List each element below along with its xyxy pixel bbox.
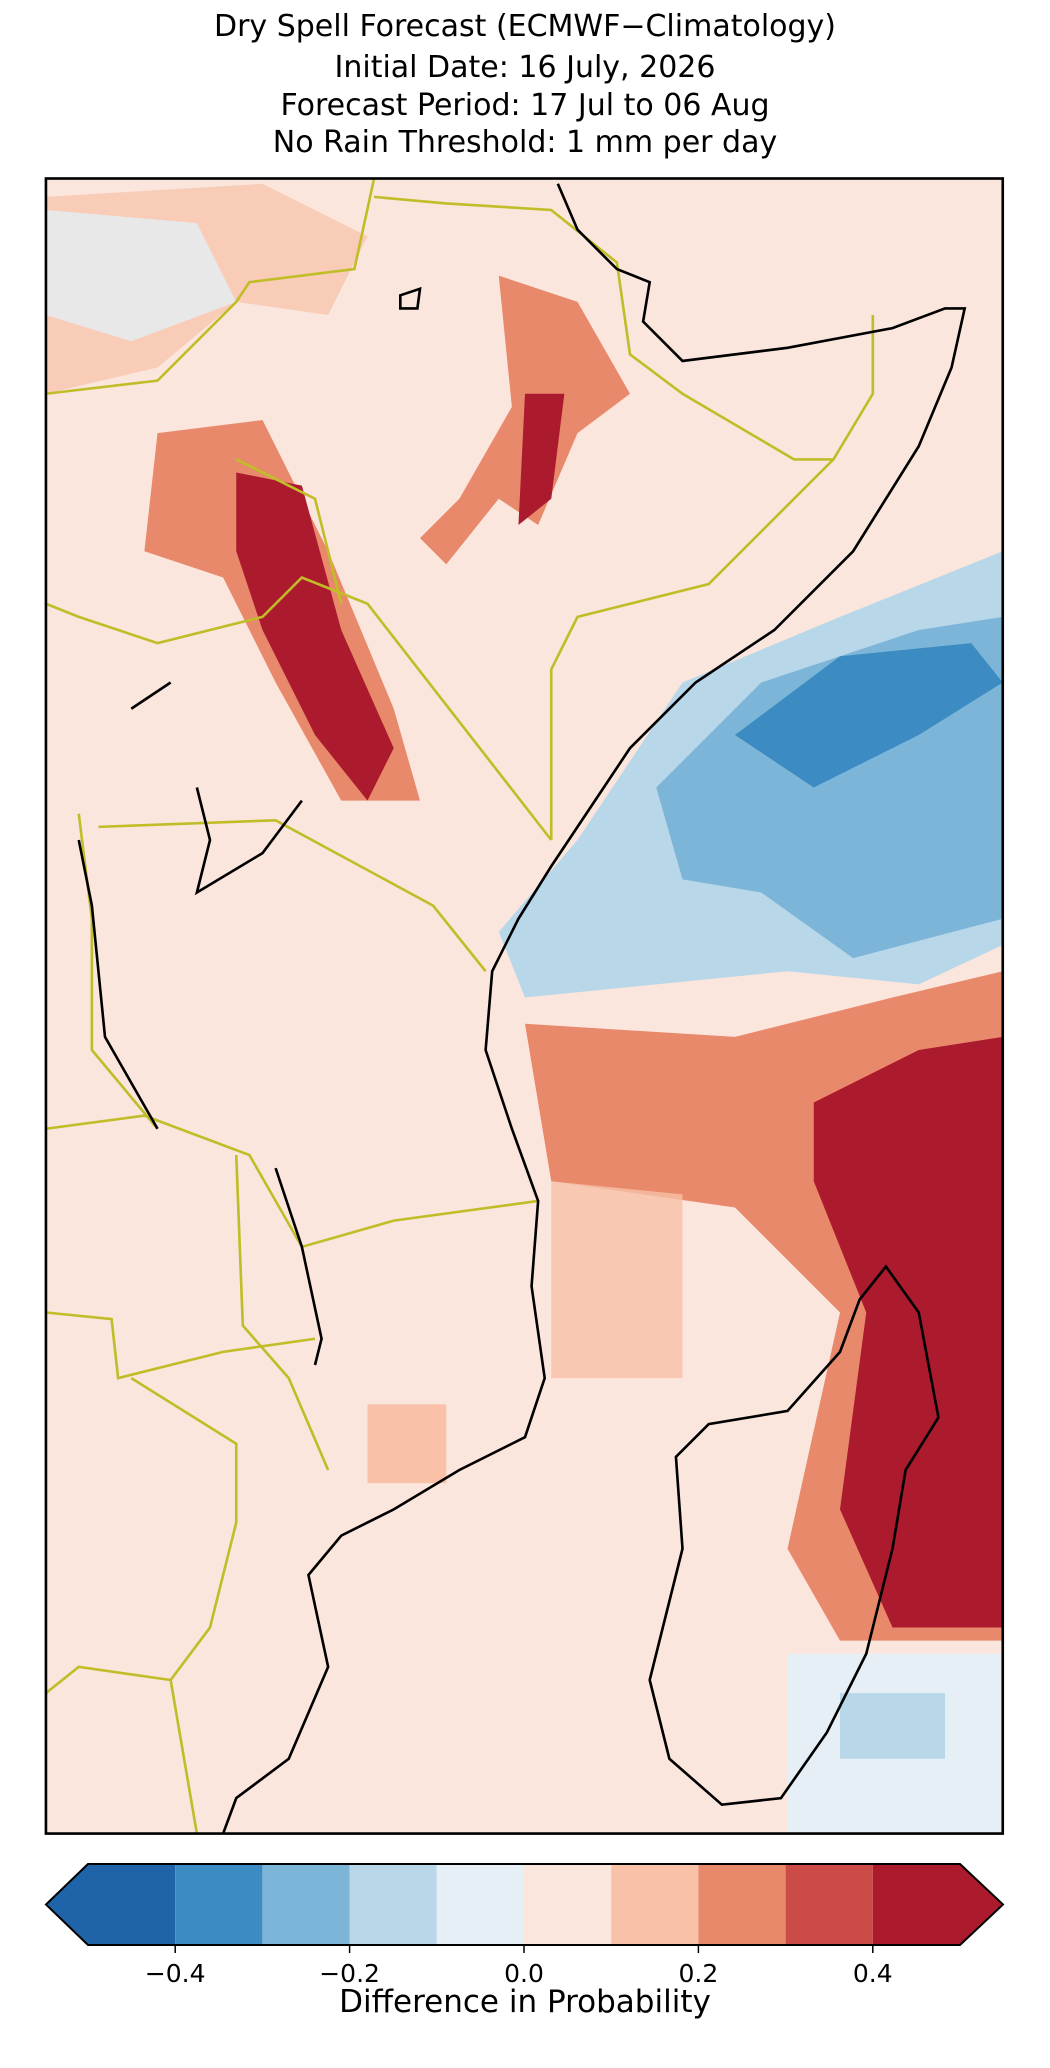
field-patch — [236, 472, 394, 801]
colorbar-extend — [960, 1864, 1003, 1945]
colorbar-segment — [785, 1864, 873, 1945]
colorbar-segment — [524, 1864, 612, 1945]
colorbar-tick-label: 0.2 — [679, 1959, 719, 1988]
map — [44, 177, 1005, 1835]
colorbar-tick-label: 0.4 — [853, 1959, 893, 1988]
field-patch — [518, 393, 565, 525]
colorbar-segment — [611, 1864, 699, 1945]
colorbar-segment — [872, 1864, 960, 1945]
title-line: Dry Spell Forecast (ECMWF−Climatology) — [214, 9, 836, 44]
field-patch — [367, 1404, 447, 1484]
colorbar-segment — [88, 1864, 176, 1945]
map-frame — [44, 177, 1005, 1835]
field-patch — [840, 1693, 945, 1759]
field-patch — [735, 643, 1003, 788]
colorbar-segment — [262, 1864, 350, 1945]
title-line: No Rain Threshold: 1 mm per day — [273, 125, 777, 160]
field-patch — [45, 210, 237, 342]
colorbar-extend — [46, 1864, 88, 1945]
field-patch — [551, 1181, 683, 1379]
colorbar-tick-label: −0.4 — [145, 1959, 206, 1988]
colorbar-label: Difference in Probability — [339, 1984, 711, 2020]
country-border — [45, 178, 875, 1834]
colorbar-tick-label: −0.2 — [319, 1959, 380, 1988]
colorbar-segment — [349, 1864, 437, 1945]
colorbar-segment — [436, 1864, 524, 1945]
title-line: Forecast Period: 17 Jul to 06 Aug — [280, 88, 769, 123]
title-line: Initial Date: 16 July, 2026 — [335, 50, 716, 85]
colorbar-tick-label: 0.0 — [504, 1959, 544, 1988]
colorbar-segment — [698, 1864, 786, 1945]
field-patch — [813, 1036, 1003, 1628]
coastline — [77, 183, 967, 1834]
colorbar-outline — [44, 1863, 1005, 1946]
borders — [45, 178, 967, 1834]
map-field — [45, 183, 1003, 1834]
colorbar-segment — [175, 1864, 263, 1945]
